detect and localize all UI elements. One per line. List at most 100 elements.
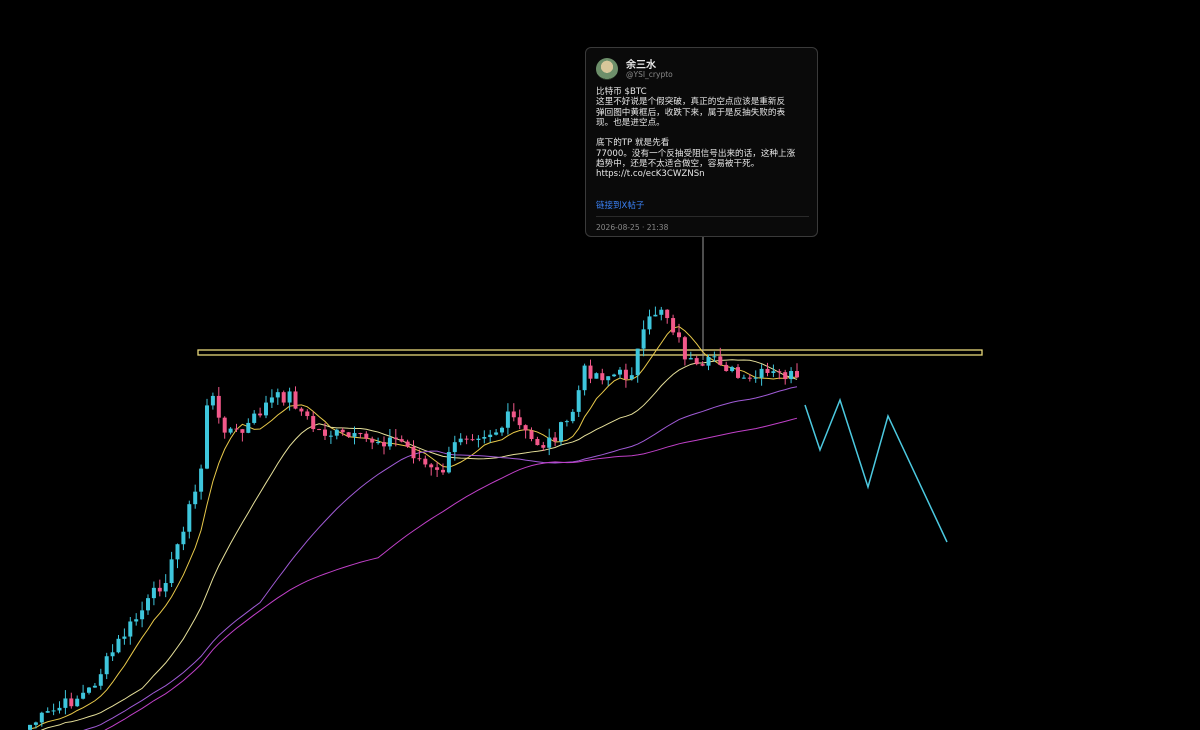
candle-body [706, 356, 711, 366]
candle-body [429, 464, 434, 468]
avatar [596, 58, 618, 80]
candle-body [140, 610, 145, 620]
candle-body [570, 411, 575, 422]
candle-body [771, 371, 776, 373]
candle-body [795, 371, 799, 378]
candle-body [529, 430, 534, 440]
candle-body [246, 422, 251, 433]
candle-body [228, 428, 233, 433]
text-line: 比特币 $BTC [596, 87, 647, 97]
ma-mid [40, 359, 798, 730]
candle-body [323, 429, 327, 436]
candle-body [423, 458, 428, 465]
candle-body [476, 438, 481, 440]
candle-body [618, 369, 622, 375]
candle-body [193, 491, 198, 505]
candle-body [287, 391, 292, 403]
candle-body [470, 439, 475, 441]
tweet-link[interactable]: 链接到X帖子 [596, 201, 645, 211]
tweet-card[interactable]: 余三水 @YSI_crypto 比特币 $BTC 这里不好说是个假突破，真正的空点… [585, 47, 818, 237]
candle-body [364, 433, 369, 439]
candle-body [665, 309, 670, 319]
candle-body [81, 692, 86, 699]
candle-body [51, 710, 56, 712]
candle-body [494, 432, 499, 435]
candle-body [175, 544, 180, 560]
ma-slow [83, 386, 798, 730]
candle-body [128, 621, 133, 637]
candle-body [252, 413, 257, 423]
text-line: 趋势中，还是不太适合做空，容易被干死。 [596, 159, 760, 170]
candle-body [547, 437, 552, 448]
candle-body [517, 417, 522, 426]
candle-body [234, 428, 239, 430]
candle-body [600, 373, 605, 381]
candle-body [169, 559, 174, 584]
candle-body [269, 397, 274, 403]
candle-body [783, 372, 788, 380]
paragraph: 底下的TP 就是先看 77000。没有一个反抽受阻信号出来的话，这种上涨 趋势中，还… [596, 138, 816, 179]
candle-body [305, 411, 310, 417]
text-line: 77000。没有一个反抽受阻信号出来的话，这种上涨 [596, 148, 796, 159]
candle-body [612, 374, 617, 377]
candle-body [352, 433, 357, 437]
candle-body [682, 337, 687, 360]
candle-body [358, 433, 363, 435]
candle-body [199, 468, 204, 492]
candle-body [340, 429, 345, 433]
candle-body [110, 652, 115, 657]
candle-body [659, 309, 664, 315]
candle-body [488, 434, 493, 438]
candle-body [641, 329, 646, 349]
candle-body [28, 724, 32, 730]
candle-body [724, 364, 729, 372]
candles [28, 306, 799, 730]
candle-body [606, 376, 611, 381]
candle-body [730, 367, 735, 372]
candle-body [694, 358, 699, 365]
ma-long [104, 417, 798, 730]
candle-body [57, 707, 62, 711]
text-line: https://t.co/ecK3CWZNSn [596, 169, 705, 180]
candle-body [411, 446, 416, 459]
candle-body [500, 427, 504, 433]
candle-body [653, 314, 658, 317]
candle-body [712, 356, 717, 358]
text-line: 弹回图中黄框后，收跌下来，属于是反抽失败的表 [596, 107, 786, 118]
resistance-box [197, 349, 983, 356]
candle-body [441, 469, 445, 473]
candle-body [647, 316, 652, 330]
candle-body [346, 432, 351, 437]
candle-body [594, 373, 599, 379]
author: 余三水 [626, 60, 656, 71]
candle-body [387, 437, 392, 447]
candle-body [146, 598, 150, 611]
candle-body [181, 531, 186, 545]
candle-body [187, 504, 192, 532]
handle: @YSI_crypto [626, 70, 673, 79]
candle-body [264, 402, 268, 416]
candle-body [765, 368, 770, 373]
candle-body [87, 687, 91, 693]
candle-body [317, 429, 322, 431]
paragraph: 比特币 $BTC 这里不好说是个假突破，真正的空点应该是重新反 弹回图中黄框后，收跌… [596, 87, 816, 128]
candle-body [559, 422, 563, 442]
ma-fast [29, 326, 798, 730]
candle-body [588, 365, 593, 379]
candle-body [205, 405, 209, 469]
candle-body [382, 442, 386, 447]
candle-body [671, 318, 676, 333]
candle-body [505, 411, 510, 428]
candle-body [163, 583, 168, 592]
candle-body [376, 442, 381, 444]
candle-body [700, 364, 705, 366]
candle-body [464, 438, 469, 440]
candle-body [482, 437, 487, 439]
candle-body [240, 429, 245, 433]
candle-body [736, 367, 740, 378]
candle-body [299, 408, 304, 412]
candle-body [275, 392, 280, 398]
candle-body [458, 438, 463, 443]
candle-body [435, 467, 440, 470]
candle-body [75, 698, 80, 707]
